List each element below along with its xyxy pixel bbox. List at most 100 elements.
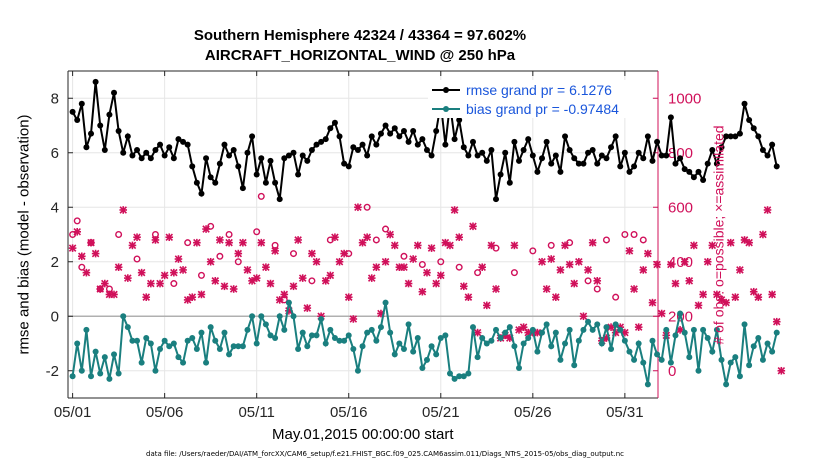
rmse-point [295, 171, 302, 178]
possible-point [234, 258, 242, 266]
assimilated-point [690, 241, 698, 250]
assimilated-point [363, 233, 371, 242]
bias-point [258, 313, 265, 320]
possible-point [639, 236, 647, 244]
bias-point [267, 332, 274, 339]
bias-point [663, 326, 670, 333]
assimilated-point [193, 238, 201, 247]
possible-point [612, 293, 620, 301]
rmse-point [598, 152, 605, 159]
rmse-point [78, 100, 85, 107]
assimilated-point [459, 282, 468, 291]
assimilated-point [229, 285, 238, 293]
possible-point [418, 260, 426, 268]
possible-point [290, 250, 298, 258]
rmse-point [249, 133, 256, 140]
assimilated-point [427, 244, 436, 252]
y-tick-label-left: 4 [51, 199, 59, 216]
assimilated-point [119, 206, 128, 214]
bias-point [654, 351, 661, 358]
rmse-point [97, 122, 104, 129]
bias-point [709, 348, 716, 355]
rmse-point [516, 157, 523, 164]
assimilated-point [390, 241, 399, 250]
possible-point [197, 271, 205, 279]
rmse-point [543, 138, 550, 145]
bias-point [428, 343, 435, 350]
assimilated-point [404, 279, 413, 288]
bias-point [203, 359, 210, 366]
possible-point [630, 230, 638, 238]
rmse-point [327, 125, 334, 132]
rmse-point [686, 168, 693, 175]
assimilated-point [142, 293, 151, 301]
bias-point [400, 345, 407, 352]
rmse-point [157, 141, 164, 148]
bias-point [193, 345, 200, 352]
bias-point [617, 326, 624, 333]
assimilated-point [731, 293, 740, 301]
x-tick-label: 05/31 [606, 404, 644, 421]
bias-point [635, 340, 642, 347]
rmse-point [677, 155, 684, 162]
rmse-point [562, 133, 569, 140]
rmse-point [350, 144, 357, 151]
possible-point [96, 285, 104, 293]
rmse-point [502, 149, 509, 156]
bias-point [543, 321, 550, 328]
rmse-point [354, 147, 361, 154]
y-tick-label-right: 400 [668, 254, 693, 271]
possible-point [271, 241, 279, 249]
assimilated-point [225, 238, 233, 247]
rmse-point [152, 147, 159, 154]
assimilated-point [220, 282, 229, 291]
assimilated-point [216, 236, 224, 244]
rmse-point [120, 149, 127, 156]
rmse-point [180, 138, 187, 145]
rmse-point [451, 136, 458, 143]
rmse-point [345, 163, 352, 170]
bias-point [511, 343, 518, 350]
bias-point [759, 356, 766, 363]
bias-point [230, 343, 237, 350]
assimilated-point [579, 312, 588, 321]
assimilated-point [354, 203, 362, 212]
assimilated-point [625, 247, 634, 255]
bias-point [626, 348, 633, 355]
rmse-point [479, 149, 486, 156]
possible-point [225, 230, 233, 238]
rmse-point [253, 171, 260, 178]
legend-rmse-marker [443, 87, 449, 93]
x-tick-label: 05/26 [514, 404, 552, 421]
bias-point [658, 356, 665, 363]
assimilated-point [436, 271, 445, 280]
rmse-point [382, 122, 389, 129]
assimilated-point [584, 266, 592, 274]
rmse-point [465, 152, 472, 159]
possible-point [184, 239, 192, 247]
rmse-point [377, 130, 384, 137]
possible-point [115, 230, 123, 238]
assimilated-point [432, 279, 440, 288]
bias-point [497, 335, 504, 342]
bias-point [446, 370, 453, 377]
possible-point [363, 203, 371, 211]
rmse-point [318, 138, 325, 145]
bias-point [327, 326, 334, 333]
rmse-point [626, 168, 633, 175]
assimilated-point [464, 293, 473, 301]
rmse-point [83, 144, 90, 151]
assimilated-point [312, 257, 321, 266]
rmse-point [566, 147, 573, 154]
possible-point [280, 296, 288, 304]
assimilated-point [777, 366, 786, 375]
rmse-point [267, 157, 274, 164]
bias-point [580, 326, 587, 333]
bias-point [736, 373, 743, 380]
assimilated-point [708, 241, 717, 250]
bias-point [773, 329, 780, 336]
bias-point [469, 324, 476, 331]
assimilated-point [128, 241, 137, 250]
rmse-point [368, 133, 375, 140]
